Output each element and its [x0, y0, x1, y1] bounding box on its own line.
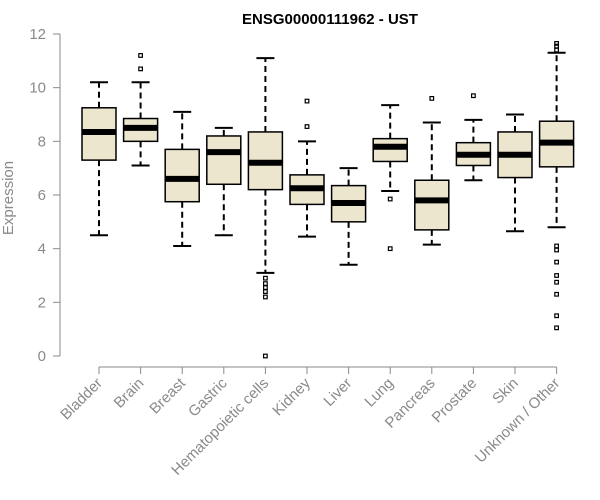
- box-group: [164, 110, 200, 247]
- box-group: [247, 57, 284, 359]
- outlier-point: [387, 246, 393, 252]
- outlier-point: [554, 40, 559, 46]
- x-tick-label: Brain: [111, 375, 148, 412]
- outlier-point: [554, 247, 559, 253]
- y-tick-label: 6: [38, 187, 46, 204]
- box-iqr: [164, 148, 200, 203]
- outlier-point: [554, 43, 559, 49]
- x-tick-label: Lung: [361, 375, 397, 411]
- x-tick-label: Breast: [146, 374, 189, 417]
- y-axis-label: Expression: [0, 161, 17, 235]
- y-tick-label: 8: [38, 133, 46, 150]
- outlier-point: [471, 93, 476, 99]
- outlier-point: [263, 353, 268, 359]
- x-tick-label: Prostate: [429, 375, 481, 427]
- outlier-point: [263, 275, 268, 281]
- x-tick-label: Liver: [320, 375, 355, 410]
- box-group: [206, 126, 242, 237]
- outlier-point: [554, 291, 559, 297]
- y-tick-label: 2: [38, 294, 46, 311]
- outlier-point: [138, 53, 144, 58]
- outlier-point: [387, 196, 393, 202]
- box-iqr: [414, 179, 450, 231]
- y-tick-label: 4: [38, 241, 46, 258]
- y-tick-label: 0: [38, 348, 46, 365]
- x-tick-label: Bladder: [57, 375, 106, 424]
- outlier-point: [304, 98, 310, 104]
- box-group: [330, 167, 367, 266]
- box-group: [455, 93, 492, 182]
- box-group: [538, 40, 575, 331]
- outlier-point: [263, 281, 268, 286]
- plot-area: [81, 40, 575, 359]
- outlier-point: [554, 325, 559, 331]
- y-tick-label: 12: [29, 26, 46, 43]
- outlier-point: [554, 259, 559, 265]
- outlier-point: [263, 289, 268, 294]
- box-group: [414, 95, 450, 246]
- chart-title: ENSG00000111962 - UST: [242, 11, 418, 28]
- box-group: [289, 98, 325, 238]
- box-group: [497, 113, 533, 233]
- box-iqr: [206, 135, 242, 186]
- y-tick-label: 10: [29, 80, 46, 97]
- outlier-point: [554, 243, 559, 249]
- x-tick-label: Skin: [489, 375, 522, 408]
- x-tick-label: Kidney: [269, 374, 314, 419]
- y-axis: 0 2 4 6 8 10 12: [29, 26, 61, 365]
- outlier-point: [554, 47, 559, 53]
- box-group: [372, 104, 408, 252]
- outlier-point: [554, 273, 559, 278]
- box-iqr: [372, 137, 408, 163]
- outlier-point: [304, 124, 310, 129]
- outlier-point: [429, 95, 435, 101]
- box-group: [81, 81, 117, 237]
- outlier-point: [554, 279, 559, 285]
- outlier-point: [263, 285, 268, 290]
- outlier-point: [138, 66, 144, 72]
- outlier-point: [554, 313, 559, 319]
- box-group: [122, 53, 159, 167]
- outlier-point: [263, 294, 268, 300]
